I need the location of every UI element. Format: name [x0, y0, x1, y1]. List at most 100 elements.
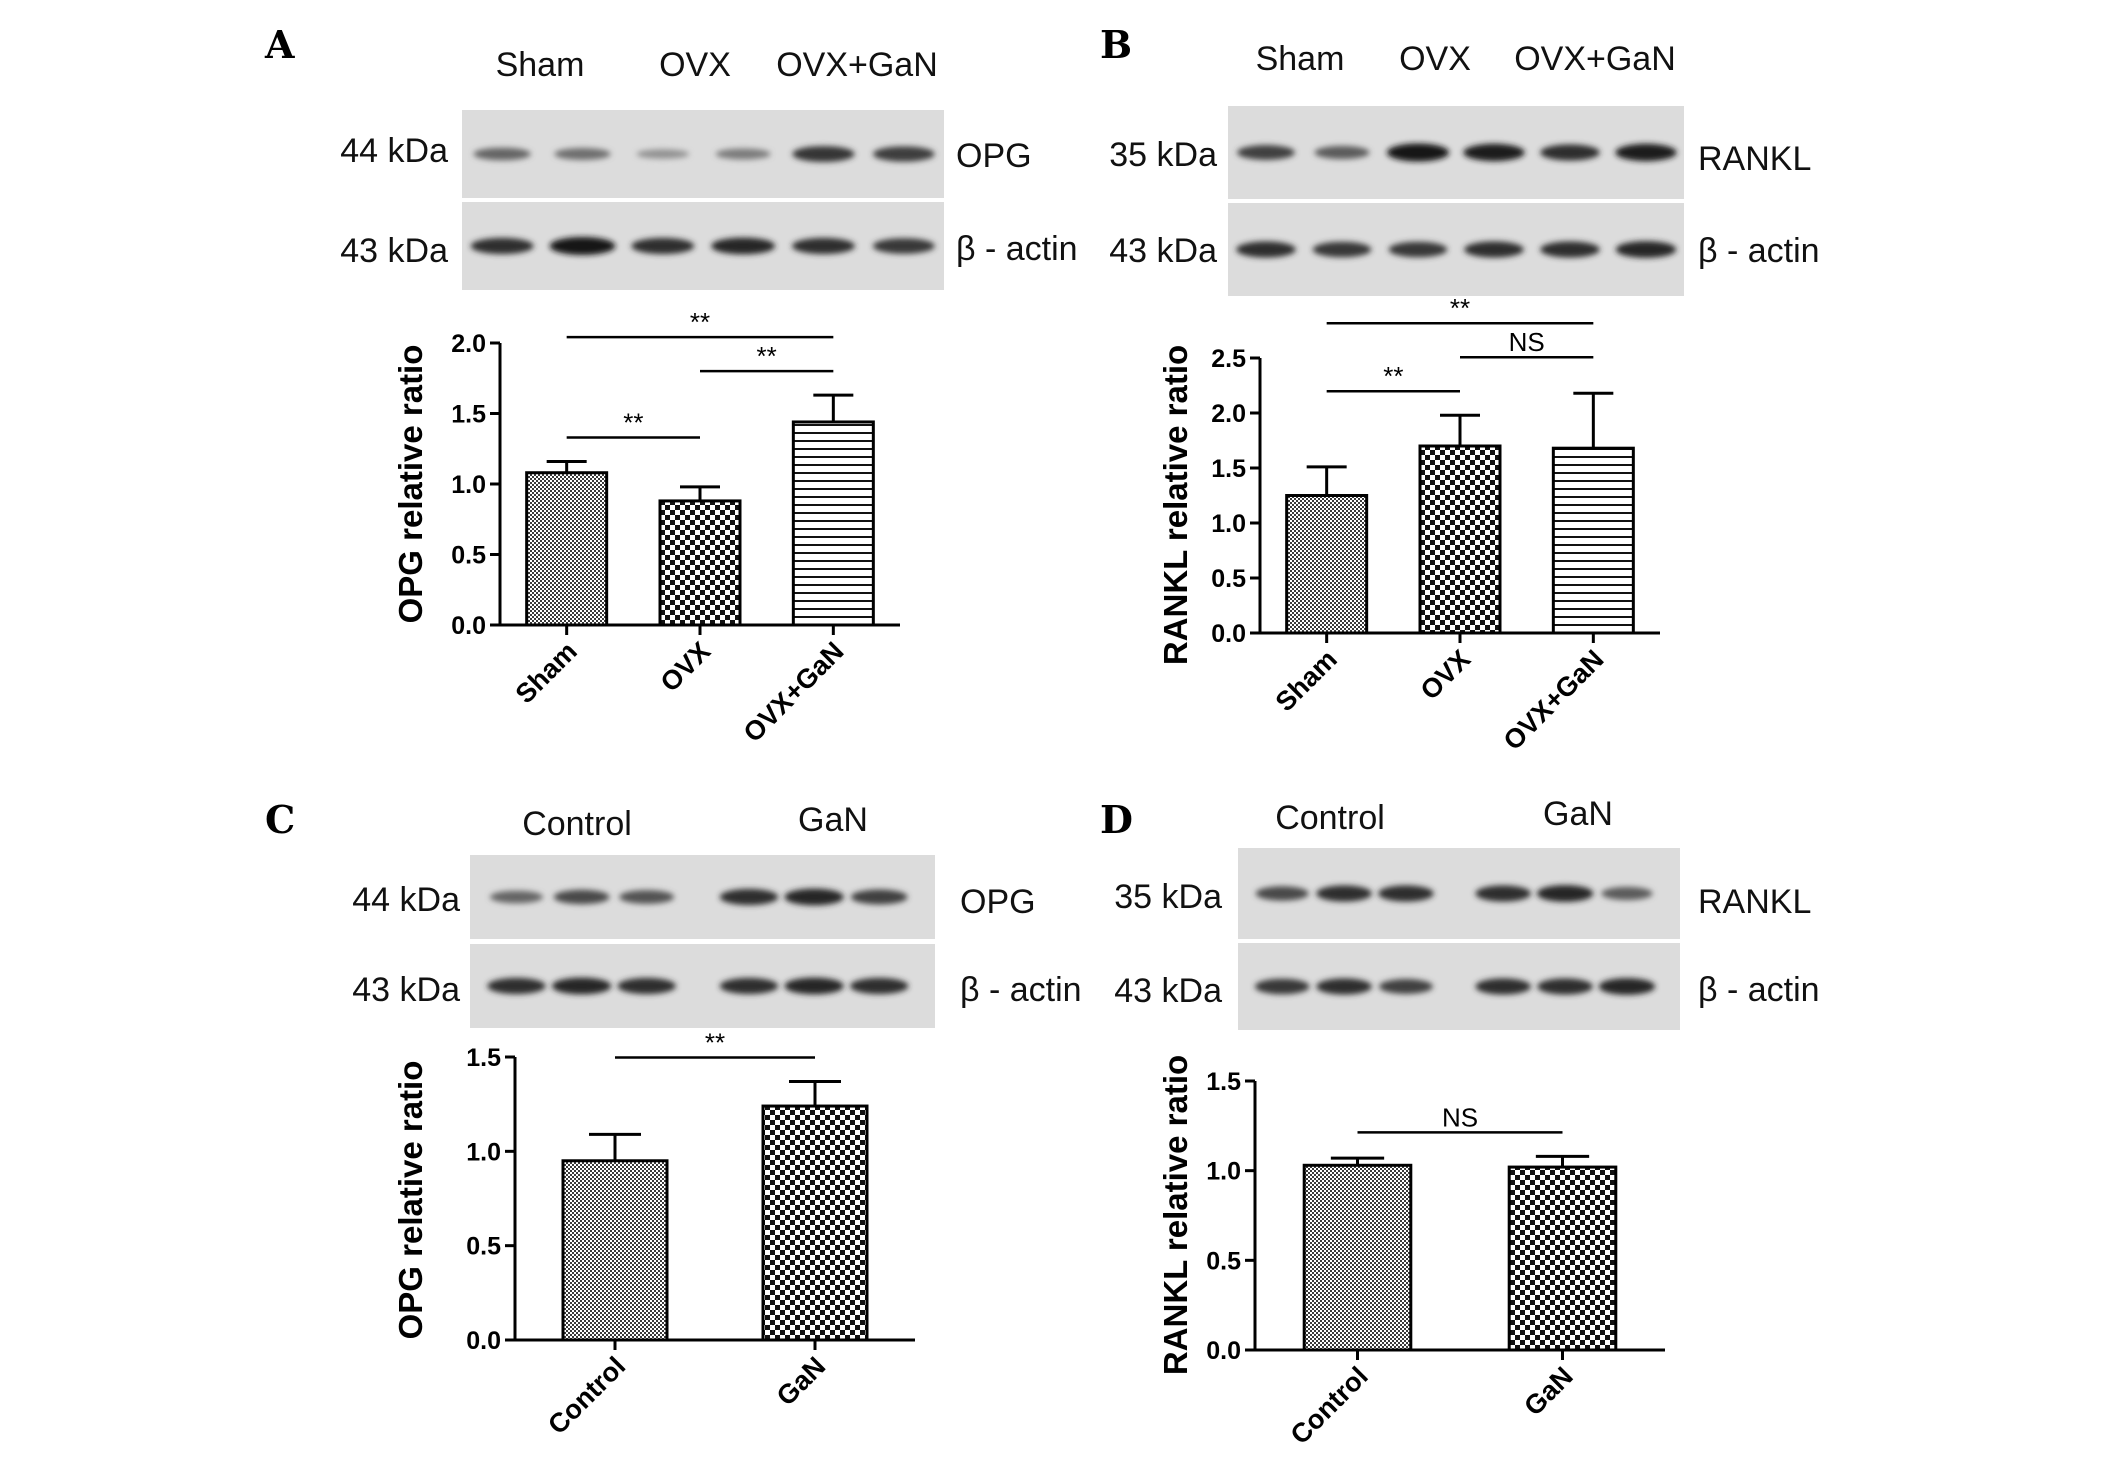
- protein-label: β - actin: [1698, 232, 1820, 270]
- significance-label: **: [1450, 293, 1470, 323]
- blot-strip: [1228, 106, 1684, 199]
- kda-label: 44 kDa: [340, 132, 448, 170]
- category-label: OVX+GaN: [738, 636, 850, 748]
- category-label: OVX+GaN: [1498, 644, 1610, 756]
- panel-c: C Control GaN 44 kDa 43 kDa OPG β - acti…: [265, 797, 1082, 1440]
- group-label: OVX+GaN: [1514, 40, 1676, 78]
- category-label: Sham: [510, 636, 583, 709]
- bar-chart: RANKL relative ratio 0.0 0.5 1.0 1.5 Control…: [1157, 1055, 1665, 1450]
- group-label: OVX+GaN: [776, 46, 938, 84]
- blot-band: [1386, 143, 1450, 162]
- blot-band: [1615, 241, 1677, 258]
- blot-band: [1254, 978, 1310, 995]
- y-axis-label: RANKL relative ratio: [1157, 345, 1194, 665]
- significance-label: **: [623, 407, 643, 437]
- blot-band: [631, 237, 695, 255]
- panel-b: B Sham OVX OVX+GaN 35 kDa 43 kDa RANKL β…: [1100, 22, 1820, 756]
- blot-band: [553, 889, 610, 905]
- y-axis-label: RANKL relative ratio: [1157, 1055, 1194, 1375]
- protein-label: OPG: [960, 883, 1036, 921]
- blot-band: [1598, 978, 1656, 995]
- y-tick-label: 2.5: [1211, 345, 1246, 373]
- blot-band: [1475, 885, 1531, 902]
- protein-label: OPG: [956, 137, 1032, 175]
- western-blot: Sham OVX OVX+GaN 44 kDa 43 kDa OPG β - a…: [340, 46, 1078, 290]
- blot-band: [617, 977, 676, 995]
- group-label: Sham: [496, 46, 585, 84]
- blot-band: [873, 146, 935, 162]
- blot-band: [1463, 143, 1525, 162]
- group-label: GaN: [1543, 795, 1613, 833]
- blot-band: [850, 889, 908, 905]
- blot-band: [1236, 241, 1296, 258]
- protein-label: β - actin: [956, 230, 1078, 268]
- panel-a: A Sham OVX OVX+GaN 44 kDa 43 kDa OPG β -…: [264, 22, 1078, 748]
- western-blot: Control GaN 44 kDa 43 kDa OPG β - actin: [352, 801, 1082, 1028]
- y-tick-label: 1.0: [451, 471, 486, 499]
- blot-band: [551, 977, 612, 995]
- bar: [791, 420, 875, 627]
- blot-band: [784, 888, 844, 906]
- blot-band: [872, 238, 935, 254]
- blot-band: [1255, 886, 1309, 901]
- bar: [761, 1104, 869, 1342]
- category-label: OVX: [1415, 644, 1477, 706]
- panel-letter: D: [1100, 797, 1133, 842]
- blot-band: [719, 977, 779, 995]
- bar-chart: OPG relative ratio 0.0 0.5 1.0 1.5 2.0 Sham OV…: [392, 307, 900, 748]
- bar: [658, 499, 742, 627]
- blot-band: [1601, 886, 1653, 901]
- group-label: GaN: [798, 801, 868, 839]
- category-label: GaN: [771, 1351, 831, 1411]
- blot-band: [715, 148, 771, 160]
- y-tick-label: 0.0: [1211, 620, 1246, 648]
- protein-label: β - actin: [1698, 971, 1820, 1009]
- category-label: Control: [1285, 1361, 1374, 1450]
- bar: [1551, 446, 1635, 635]
- kda-label: 35 kDa: [1114, 878, 1222, 916]
- blot-band: [792, 146, 855, 162]
- group-label: Sham: [1256, 40, 1345, 78]
- blot-band: [1537, 978, 1593, 995]
- y-tick-label: 1.5: [1211, 455, 1246, 483]
- blot-band: [1540, 144, 1600, 161]
- y-tick-label: 0.0: [451, 612, 486, 640]
- bar: [1285, 494, 1369, 635]
- category-label: Sham: [1270, 644, 1343, 717]
- bar: [1302, 1163, 1413, 1352]
- category-label: GaN: [1518, 1361, 1578, 1421]
- significance-label: **: [690, 307, 710, 337]
- y-tick-label: 1.5: [1206, 1068, 1241, 1096]
- panel-letter: C: [265, 797, 295, 842]
- y-tick-label: 1.5: [466, 1044, 501, 1072]
- kda-label: 44 kDa: [352, 881, 460, 919]
- significance-label: **: [757, 341, 777, 371]
- blot-band: [636, 149, 690, 159]
- bar: [525, 471, 609, 627]
- y-tick-label: 0.5: [1211, 565, 1246, 593]
- group-label: OVX: [1399, 40, 1471, 78]
- y-tick-label: 0.5: [466, 1233, 501, 1261]
- blot-band: [1475, 978, 1531, 995]
- group-label: Control: [522, 805, 632, 843]
- blot-band: [1237, 145, 1295, 160]
- bar: [1507, 1165, 1618, 1352]
- blot-band: [1615, 143, 1677, 162]
- blot-band: [849, 977, 909, 995]
- blot-band: [470, 237, 534, 255]
- bar: [561, 1159, 669, 1342]
- significance-label: **: [1383, 361, 1403, 391]
- panel-letter: A: [264, 22, 295, 67]
- kda-label: 43 kDa: [1114, 972, 1222, 1010]
- western-blot: Sham OVX OVX+GaN 35 kDa 43 kDa RANKL β -…: [1109, 40, 1820, 296]
- blot-band: [784, 977, 844, 995]
- significance-label: **: [705, 1028, 725, 1058]
- group-label: OVX: [659, 46, 731, 84]
- western-blot: Control GaN 35 kDa 43 kDa RANKL β - acti…: [1114, 795, 1820, 1030]
- bar: [1418, 444, 1502, 635]
- y-tick-label: 0.5: [451, 542, 486, 570]
- y-tick-label: 1.0: [1211, 510, 1246, 538]
- blot-band: [489, 890, 544, 904]
- y-tick-label: 1.0: [466, 1138, 501, 1166]
